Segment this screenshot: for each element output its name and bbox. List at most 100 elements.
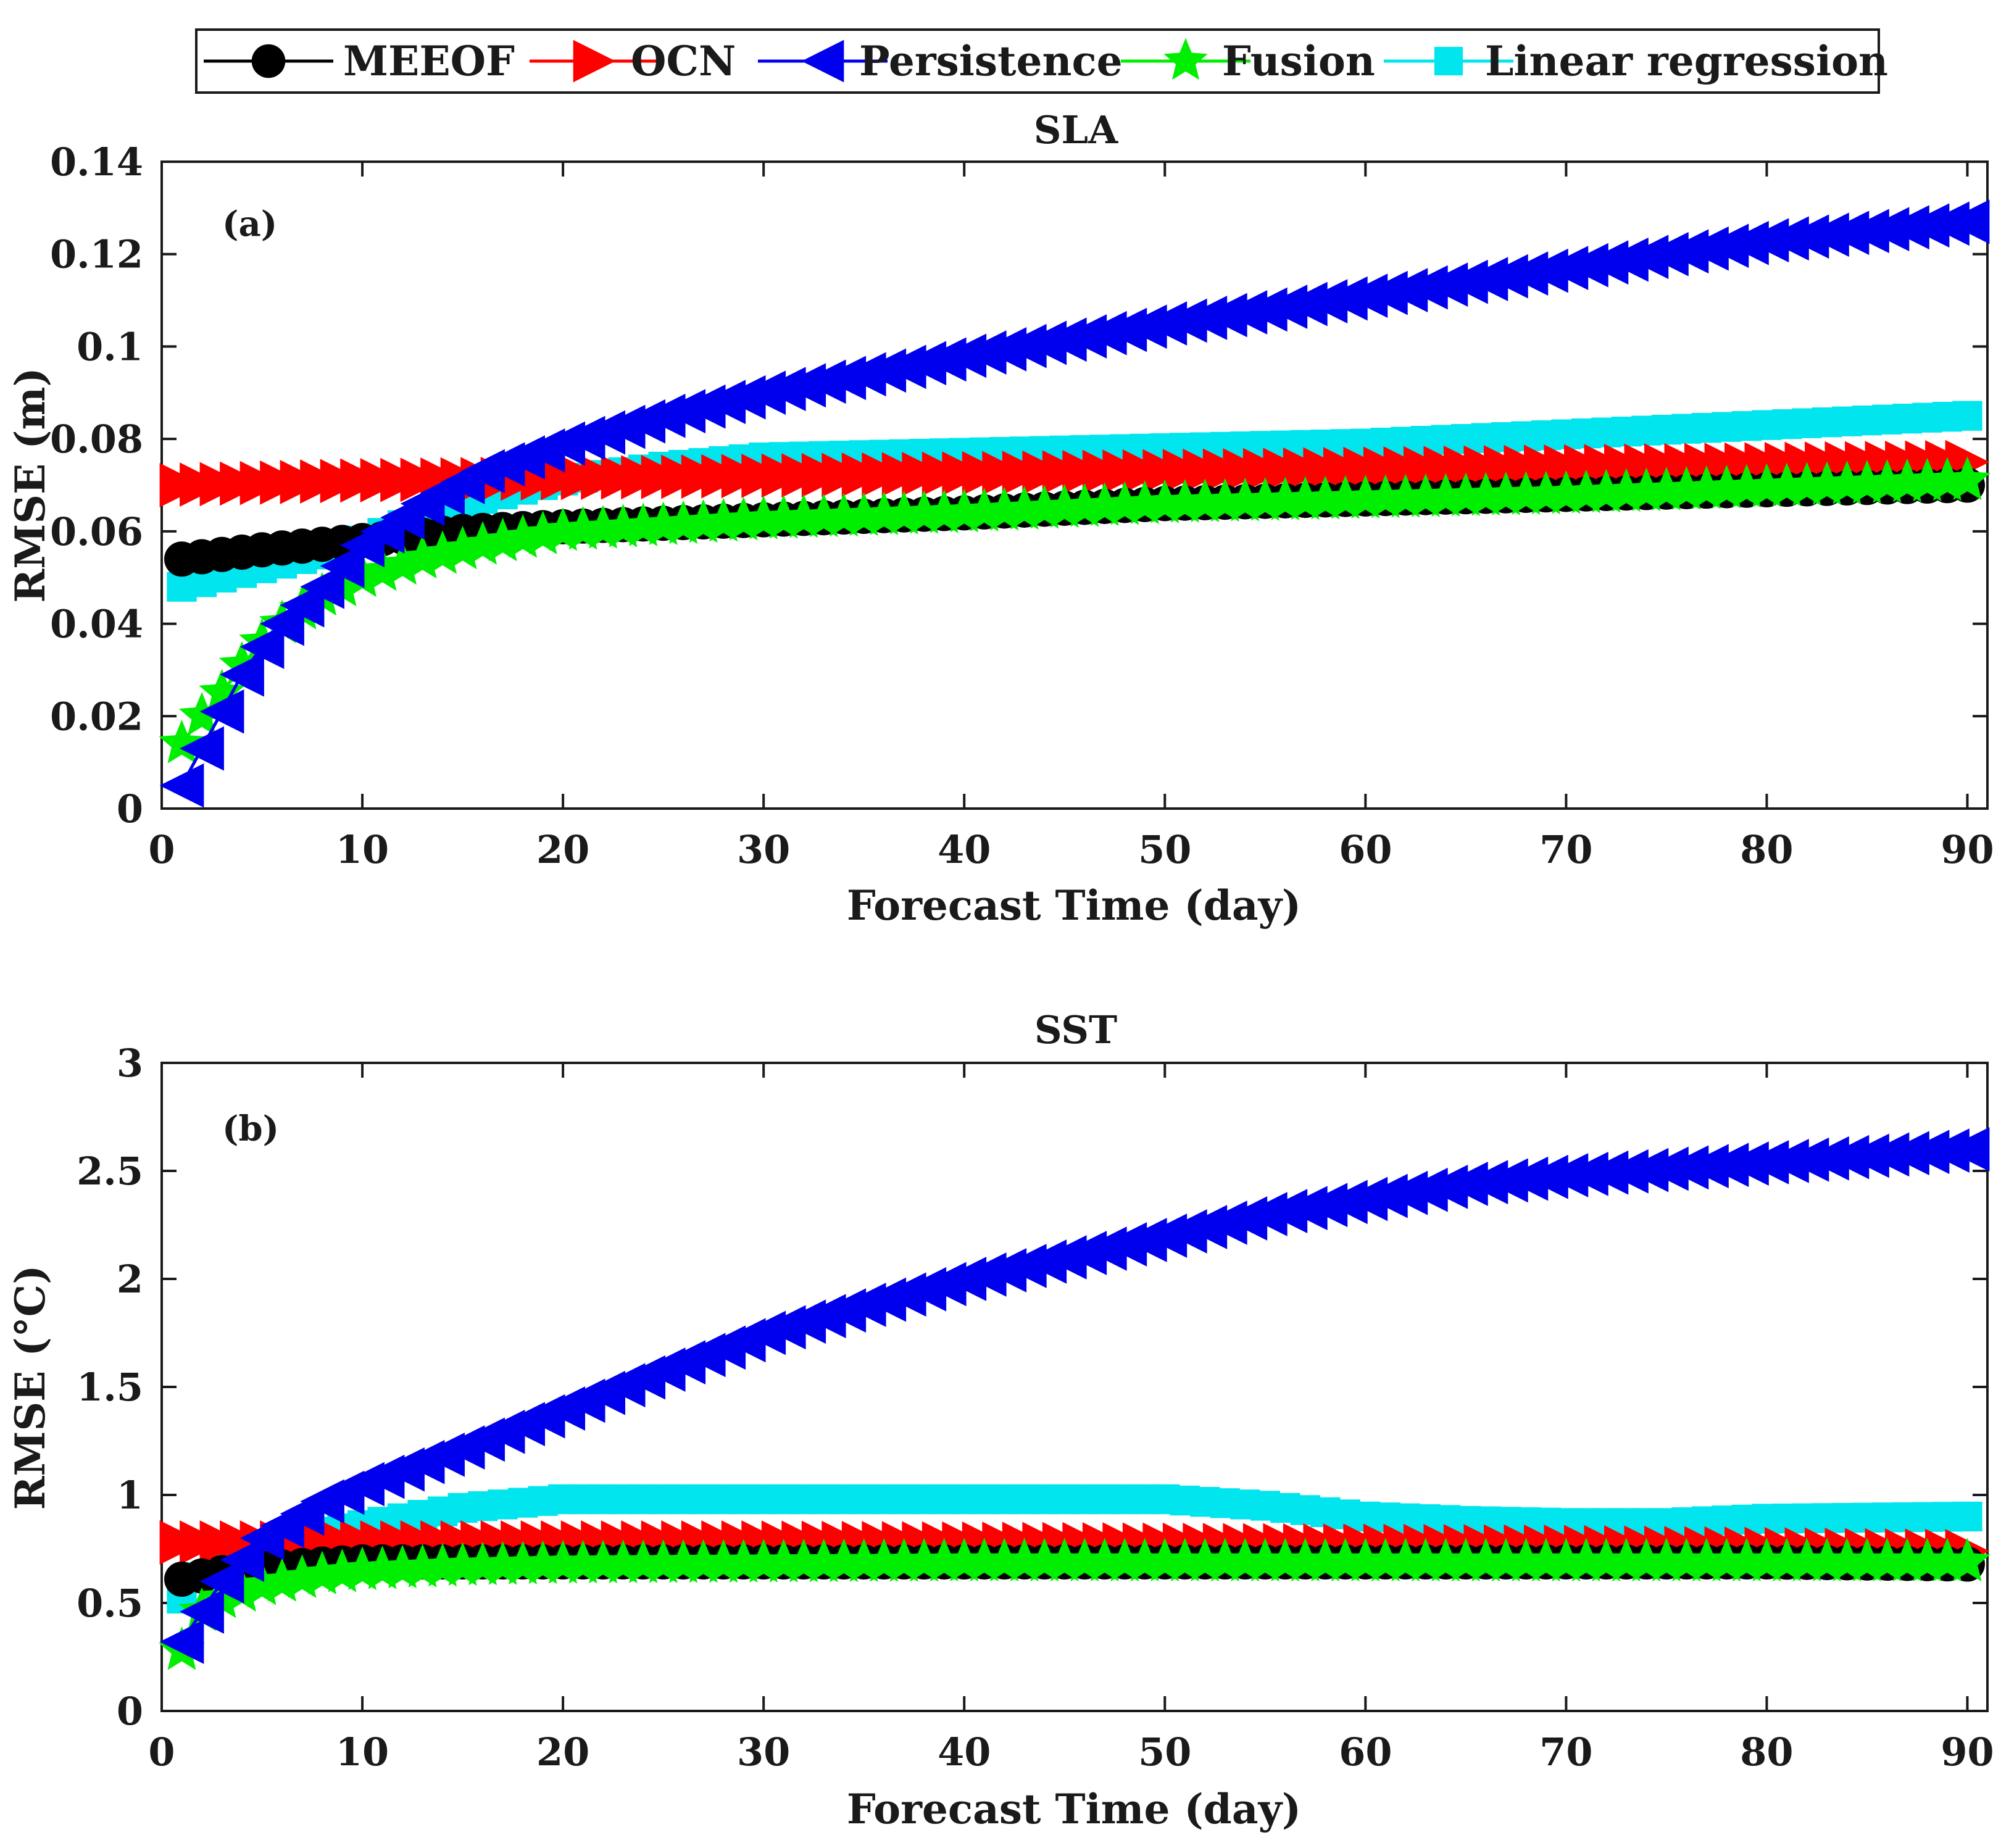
panel-a-ylabel: RMSE (m) bbox=[6, 367, 54, 602]
data-point bbox=[1744, 1140, 1789, 1184]
data-point bbox=[862, 348, 907, 393]
y-tick-label: 1 bbox=[117, 1473, 143, 1518]
data-point bbox=[1765, 1139, 1809, 1183]
panel-b-xlabel: Forecast Time (day) bbox=[847, 1785, 1301, 1833]
panel-b-label: (b) bbox=[222, 1109, 279, 1149]
data-point bbox=[1664, 229, 1709, 274]
data-point bbox=[1744, 218, 1789, 263]
data-point bbox=[1463, 1160, 1508, 1205]
data-point bbox=[1303, 1183, 1348, 1228]
data-point bbox=[1283, 281, 1328, 327]
data-point bbox=[1805, 212, 1849, 257]
y-tick-label: 0.1 bbox=[77, 324, 143, 369]
data-point bbox=[1242, 287, 1288, 332]
data-point bbox=[1383, 1170, 1428, 1215]
data-point bbox=[1584, 240, 1629, 285]
legend-item-ocn: OCN bbox=[530, 37, 736, 85]
x-tick-label: 0 bbox=[148, 1729, 175, 1775]
data-point bbox=[1523, 248, 1568, 293]
x-tick-label: 30 bbox=[737, 1729, 790, 1775]
data-point bbox=[1845, 1133, 1889, 1178]
data-point bbox=[199, 1559, 244, 1604]
legend-label: MEEOF bbox=[343, 37, 515, 85]
panel-b-title: SST bbox=[1034, 1007, 1117, 1052]
legend-label: Linear regression bbox=[1485, 37, 1888, 85]
data-point bbox=[1684, 226, 1729, 271]
data-point bbox=[1102, 1222, 1147, 1267]
data-point bbox=[1223, 1196, 1268, 1241]
y-tick-label: 0.5 bbox=[77, 1581, 143, 1626]
data-point bbox=[1784, 1137, 1829, 1182]
data-point bbox=[1824, 210, 1870, 256]
data-point bbox=[1724, 220, 1769, 265]
legend-item-meeof: MEEOF bbox=[204, 37, 515, 85]
data-point bbox=[1383, 268, 1428, 312]
legend-item-linear-regression: Linear regression bbox=[1384, 37, 1888, 85]
data-point bbox=[1885, 205, 1929, 250]
data-point bbox=[841, 352, 886, 397]
panel-a-label: (a) bbox=[222, 204, 277, 244]
data-point bbox=[1664, 1145, 1709, 1190]
data-point bbox=[982, 1248, 1027, 1292]
x-tick-label: 50 bbox=[1138, 1729, 1191, 1775]
series-persistence bbox=[159, 1127, 1990, 1664]
data-point bbox=[1202, 1201, 1247, 1245]
data-point bbox=[159, 1620, 204, 1664]
data-point bbox=[1624, 235, 1669, 280]
data-point bbox=[1952, 401, 1982, 431]
data-point bbox=[1925, 201, 1970, 246]
x-tick-label: 80 bbox=[1740, 827, 1793, 872]
data-point bbox=[180, 1589, 224, 1634]
x-tick-label: 40 bbox=[938, 1729, 991, 1775]
data-point bbox=[1544, 246, 1589, 291]
data-point bbox=[1644, 231, 1689, 277]
legend-box bbox=[195, 28, 1880, 94]
data-point bbox=[1443, 259, 1488, 304]
data-point bbox=[1022, 320, 1067, 365]
data-point bbox=[902, 341, 947, 386]
data-point bbox=[1945, 1127, 1990, 1172]
data-point bbox=[1952, 1501, 1982, 1532]
data-point bbox=[1504, 251, 1549, 296]
data-point bbox=[220, 1538, 264, 1582]
data-point bbox=[1564, 1152, 1608, 1196]
data-point bbox=[1624, 1147, 1669, 1192]
legend-marker-triangle-left-icon bbox=[801, 40, 844, 83]
data-point bbox=[741, 370, 786, 415]
data-point bbox=[942, 1257, 987, 1301]
data-point bbox=[1684, 1144, 1729, 1189]
data-point bbox=[1865, 207, 1910, 252]
data-point bbox=[159, 763, 204, 808]
data-point bbox=[1183, 296, 1228, 340]
legend-item-persistence: Persistence bbox=[758, 37, 1123, 85]
x-tick-label: 20 bbox=[536, 1729, 589, 1775]
data-point bbox=[1403, 1167, 1448, 1212]
data-point bbox=[881, 344, 926, 389]
data-point bbox=[1363, 1173, 1408, 1218]
data-point bbox=[1885, 1131, 1929, 1176]
panel-a-title: SLA bbox=[1034, 107, 1118, 152]
x-tick-label: 30 bbox=[737, 827, 790, 872]
x-tick-label: 60 bbox=[1339, 827, 1392, 872]
data-point bbox=[180, 726, 224, 771]
series-fusion bbox=[159, 456, 1991, 764]
data-point bbox=[1283, 1186, 1328, 1231]
y-tick-label: 0 bbox=[117, 786, 143, 831]
x-tick-label: 40 bbox=[938, 827, 991, 872]
x-tick-label: 20 bbox=[536, 827, 589, 872]
legend-marker-star-icon bbox=[1163, 38, 1208, 80]
x-tick-label: 70 bbox=[1539, 1729, 1592, 1775]
legend-label: Persistence bbox=[859, 37, 1123, 85]
data-point bbox=[1805, 1136, 1849, 1181]
data-point bbox=[1544, 1153, 1589, 1197]
data-point bbox=[822, 356, 867, 401]
data-point bbox=[1303, 279, 1348, 323]
data-point bbox=[1865, 1132, 1910, 1177]
data-point bbox=[1162, 298, 1207, 343]
data-point bbox=[1463, 257, 1508, 302]
data-point bbox=[1323, 1180, 1368, 1225]
data-point bbox=[1704, 1143, 1749, 1188]
series-persistence bbox=[159, 199, 1990, 808]
data-point bbox=[1443, 1162, 1488, 1206]
